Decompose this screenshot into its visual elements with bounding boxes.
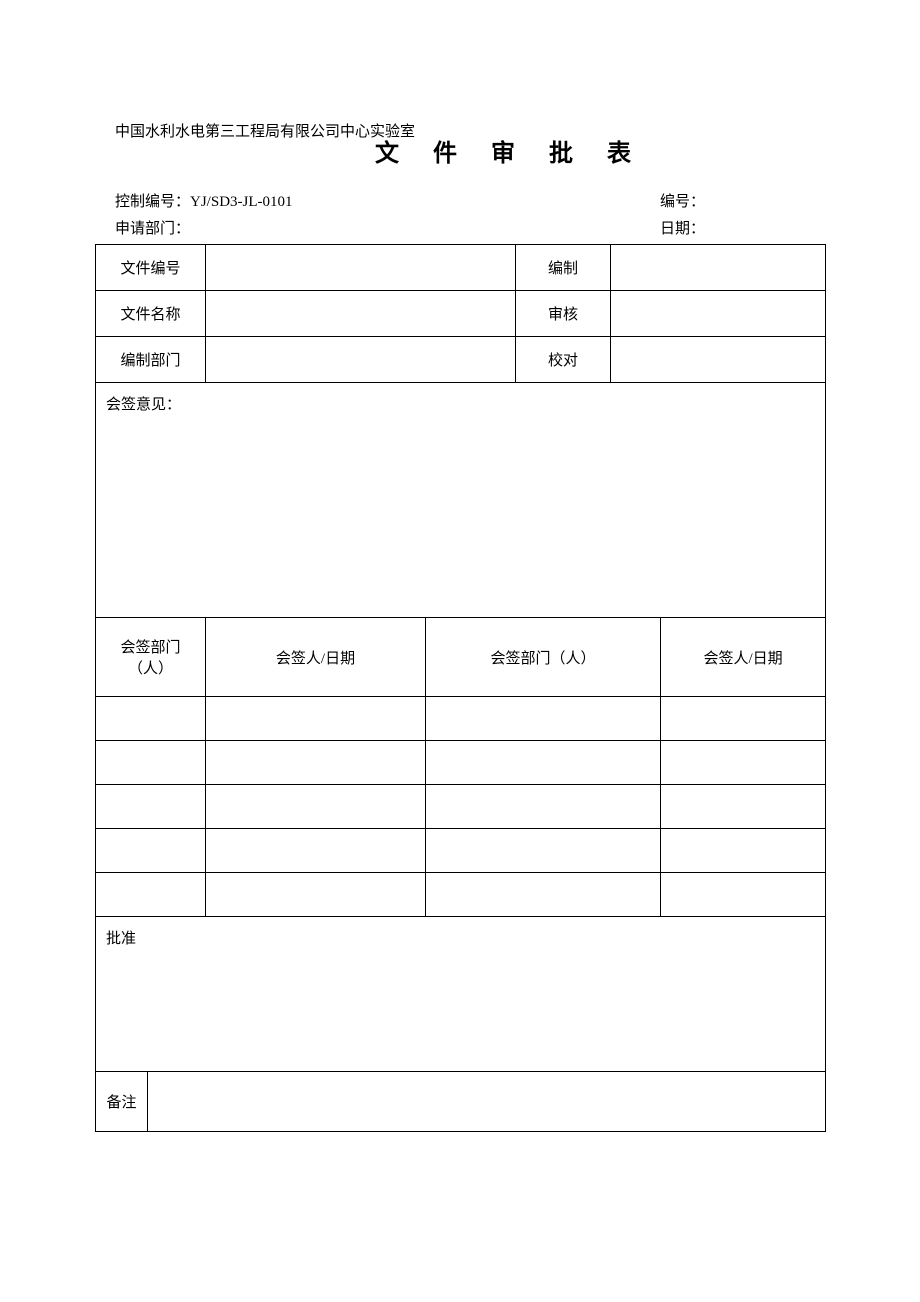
opinion-row: 会签意见： <box>96 383 826 618</box>
sign-cell <box>426 741 661 785</box>
sign-cell <box>96 741 206 785</box>
sign-cell <box>661 785 826 829</box>
sign-cell <box>426 785 661 829</box>
doc-name-value <box>206 291 516 337</box>
compile-value <box>611 245 826 291</box>
compile-dept-label: 编制部门 <box>96 337 206 383</box>
review-label: 审核 <box>516 291 611 337</box>
sign-cell <box>206 741 426 785</box>
control-number-value: YJ/SD3-JL-0101 <box>190 194 293 210</box>
sign-cell <box>661 873 826 917</box>
sign-header-row: 会签部门（人） 会签人/日期 会签部门（人） 会签人/日期 <box>96 618 826 697</box>
info-row-3: 编制部门 校对 <box>96 337 826 383</box>
sign-cell <box>96 697 206 741</box>
sign-row-3 <box>96 785 826 829</box>
doc-name-label: 文件名称 <box>96 291 206 337</box>
sign-cell <box>206 785 426 829</box>
compile-dept-value <box>206 337 516 383</box>
opinion-cell: 会签意见： <box>96 383 826 618</box>
review-value <box>611 291 826 337</box>
sign-header-2: 会签人/日期 <box>206 618 426 697</box>
info-row-2: 文件名称 审核 <box>96 291 826 337</box>
approval-row: 批准 <box>96 917 826 1072</box>
number-label: 编号： <box>660 190 805 211</box>
sign-cell <box>661 741 826 785</box>
sign-cell <box>426 697 661 741</box>
control-number-label: 控制编号： <box>115 194 190 210</box>
sign-cell <box>661 829 826 873</box>
sign-cell <box>661 697 826 741</box>
sign-cell <box>96 829 206 873</box>
remark-row: 备注 <box>96 1072 826 1132</box>
remark-value <box>148 1072 826 1132</box>
sign-cell <box>206 829 426 873</box>
sign-cell <box>426 873 661 917</box>
date-label: 日期： <box>660 217 805 238</box>
sign-cell <box>426 829 661 873</box>
sign-row-2 <box>96 741 826 785</box>
doc-number-label: 文件编号 <box>96 245 206 291</box>
sign-header-1: 会签部门（人） <box>96 618 206 697</box>
sign-header-3: 会签部门（人） <box>426 618 661 697</box>
sign-cell <box>206 873 426 917</box>
sign-cell <box>206 697 426 741</box>
proofread-value <box>611 337 826 383</box>
dept-label: 申请部门： <box>115 217 190 238</box>
meta-row-1: 控制编号：YJ/SD3-JL-0101 编号： <box>95 190 825 211</box>
compile-label: 编制 <box>516 245 611 291</box>
doc-number-value <box>206 245 516 291</box>
control-number: 控制编号：YJ/SD3-JL-0101 <box>115 190 293 211</box>
approval-table: 文件编号 编制 文件名称 审核 编制部门 校对 会签意见： 会签部门（人） 会签… <box>95 244 826 1132</box>
meta-row-2: 申请部门： 日期： <box>95 217 825 238</box>
sign-cell <box>96 873 206 917</box>
sign-header-4: 会签人/日期 <box>661 618 826 697</box>
sign-row-1 <box>96 697 826 741</box>
proofread-label: 校对 <box>516 337 611 383</box>
info-row-1: 文件编号 编制 <box>96 245 826 291</box>
sign-cell <box>96 785 206 829</box>
sign-row-4 <box>96 829 826 873</box>
sign-row-5 <box>96 873 826 917</box>
approval-cell: 批准 <box>96 917 826 1072</box>
remark-label: 备注 <box>96 1072 148 1132</box>
